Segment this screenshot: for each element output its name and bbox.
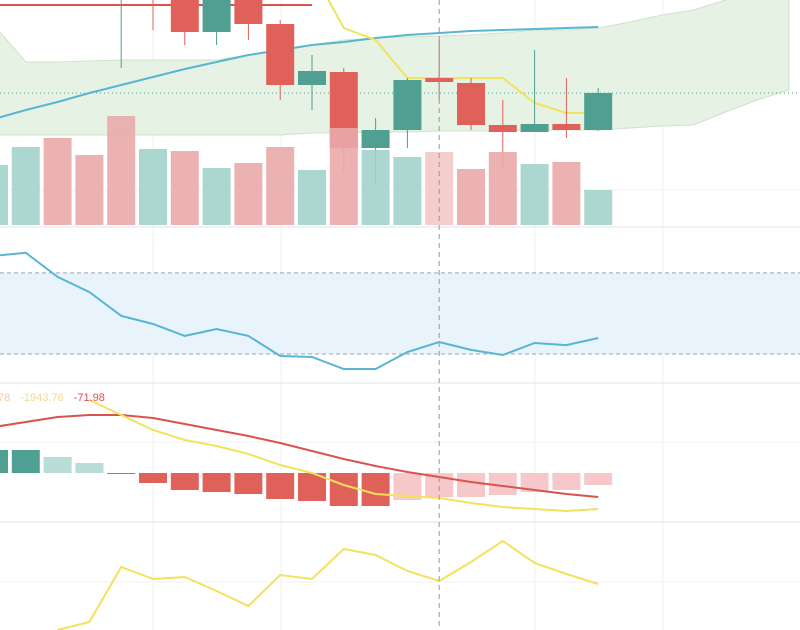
volume-bar: [457, 169, 485, 225]
indicator-value: -1943.76: [20, 392, 63, 404]
volume-bar: [234, 163, 263, 225]
histogram-bar: [552, 473, 581, 490]
indicator-line: [0, 26, 599, 119]
histogram-bar: [0, 450, 8, 473]
volume-bar: [43, 138, 72, 225]
volume-bar: [488, 152, 517, 225]
histogram-bar: [11, 450, 40, 473]
candle-body: [361, 130, 390, 148]
rsi-band: [0, 272, 800, 354]
candle-body: [488, 125, 517, 132]
candle-body: [170, 0, 199, 32]
volume-bar: [170, 151, 199, 225]
volume-bar: [552, 162, 581, 225]
candle-body: [584, 93, 613, 130]
volume-bar: [107, 116, 136, 225]
candle-body: [298, 71, 326, 85]
candle-body: [520, 124, 549, 132]
histogram-bar: [43, 457, 72, 473]
candle-body: [425, 78, 454, 82]
histogram-bar: [298, 473, 326, 501]
histogram-bar: [520, 473, 549, 492]
histogram-bar: [202, 473, 231, 492]
histogram-bar: [488, 473, 517, 495]
indicator-line: [327, 0, 599, 114]
volume-bar: [75, 155, 104, 225]
volume-bar: [0, 165, 8, 225]
histogram-bar: [139, 473, 167, 483]
candle-body: [266, 24, 295, 85]
volume-bar: [520, 164, 549, 225]
volume-bar: [266, 147, 295, 225]
histogram-bar: [75, 463, 104, 473]
volume-bar: [584, 190, 613, 225]
candle-body: [234, 0, 263, 24]
indicator-line: [57, 539, 599, 630]
indicator-line: [0, 251, 599, 370]
candle-body: [457, 83, 485, 125]
volume-bar: [298, 170, 326, 225]
histogram-bar: [266, 473, 295, 499]
histogram-bar: [584, 473, 613, 485]
indicator-value: -71.98: [74, 392, 105, 404]
volume-bar: [11, 147, 40, 225]
candle-body: [552, 124, 581, 130]
histogram-bar: [170, 473, 199, 490]
indicator-line: [0, 414, 599, 498]
volume-bar: [361, 150, 390, 225]
candle-body: [202, 0, 231, 32]
volume-bar: [329, 128, 358, 225]
volume-bar: [202, 168, 231, 225]
histogram-bar: [329, 473, 358, 506]
indicator-value: 78: [0, 392, 10, 404]
histogram-bar: [361, 473, 390, 506]
indicator-line: [88, 399, 599, 513]
candle-body: [393, 80, 422, 130]
histogram-bar: [457, 473, 485, 497]
volume-bar: [393, 157, 422, 225]
histogram-bar: [234, 473, 263, 494]
histogram-bar: [107, 473, 136, 474]
volume-bar: [139, 149, 167, 225]
